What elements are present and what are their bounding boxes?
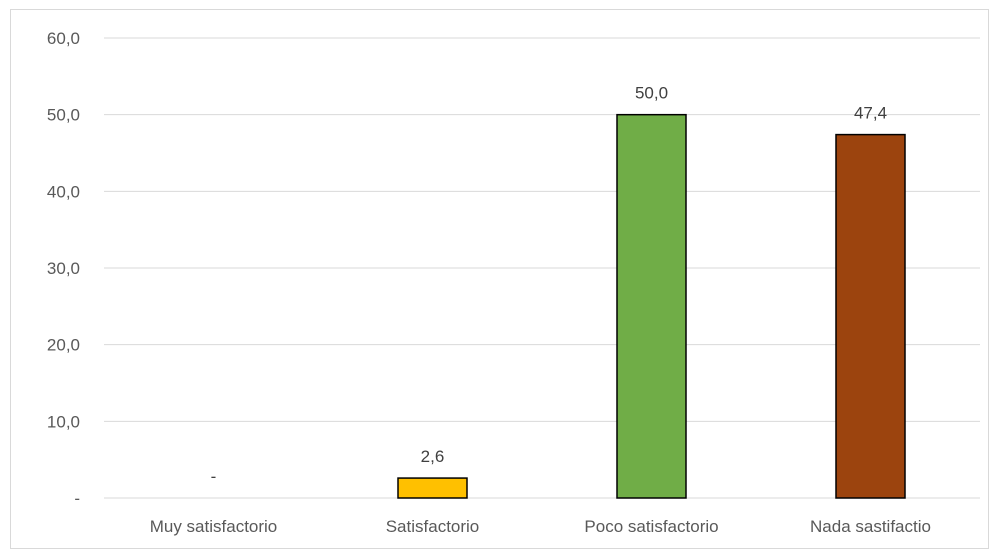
- bar: [616, 113, 687, 499]
- bar: [835, 133, 906, 499]
- x-tick-label: Satisfactorio: [386, 517, 480, 536]
- y-tick-label: 20,0: [47, 336, 80, 355]
- y-tick-label: 30,0: [47, 259, 80, 278]
- data-label: 47,4: [854, 104, 887, 123]
- y-axis-ticks: - 10,0 20,0 30,0 40,0 50,0 60,0: [47, 29, 80, 508]
- y-tick-label: 50,0: [47, 106, 80, 125]
- y-tick-label: 40,0: [47, 182, 80, 201]
- bar: [397, 477, 468, 499]
- gridlines: [104, 37, 980, 499]
- y-tick-label: 60,0: [47, 29, 80, 48]
- data-label: 2,6: [421, 447, 445, 466]
- x-axis-ticks: Muy satisfactorio Satisfactorio Poco satis…: [150, 517, 931, 536]
- data-label: 50,0: [635, 84, 668, 103]
- data-label: -: [211, 467, 217, 486]
- x-tick-label: Muy satisfactorio: [150, 517, 278, 536]
- chart-area: [10, 9, 989, 549]
- y-tick-label: 10,0: [47, 412, 80, 431]
- data-labels: - 2,6 50,0 47,4: [211, 84, 887, 486]
- y-tick-label: -: [74, 489, 80, 508]
- bars: [397, 113, 906, 499]
- x-tick-label: Poco satisfactorio: [584, 517, 718, 536]
- x-tick-label: Nada sastifactio: [810, 517, 931, 536]
